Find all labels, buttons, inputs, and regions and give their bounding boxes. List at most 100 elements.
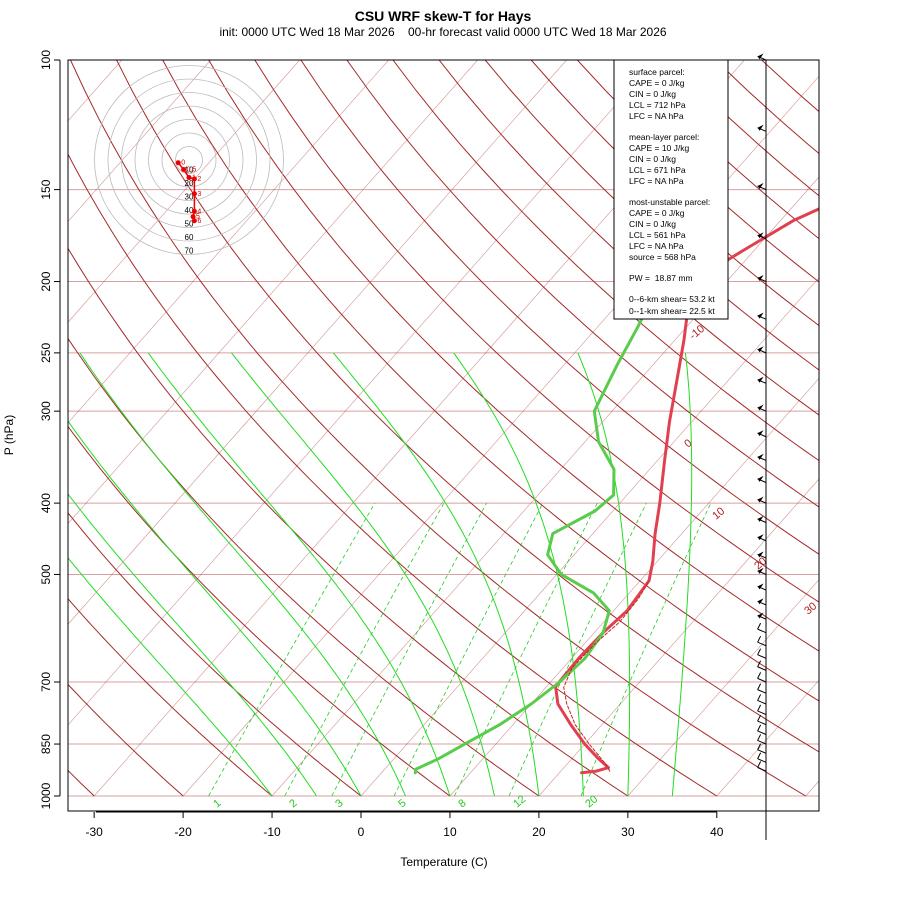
isotherm-line <box>449 377 819 797</box>
wind-barb-shaft <box>757 730 767 735</box>
mixing-ratio-label: 1 <box>211 797 223 810</box>
wind-barb-shaft <box>757 739 767 745</box>
wind-barb-flag <box>757 583 764 590</box>
isotherm-label: 50 <box>822 773 839 790</box>
hodograph-point <box>175 160 181 166</box>
y-tick-label: 850 <box>39 734 53 754</box>
y-tick-label: 500 <box>39 564 53 584</box>
hodograph-height-label: 5 <box>196 214 200 221</box>
dry-adiabat <box>68 598 273 797</box>
stats-mu-source: source = 568 hPa <box>629 252 696 262</box>
dry-adiabat <box>68 153 718 797</box>
wind-barb-feather <box>757 683 762 690</box>
hodograph-ring-label: 10 <box>185 166 194 175</box>
wind-barb-shaft <box>757 689 767 694</box>
dry-adiabat <box>162 60 819 702</box>
hodograph-ring-label: 50 <box>185 220 194 229</box>
wind-barb <box>757 683 767 694</box>
wind-barb <box>757 124 767 132</box>
chart-subtitle: init: 0000 UTC Wed 18 Mar 2026 00-hr for… <box>219 25 666 39</box>
stats-ml-lcl: LCL = 671 hPa <box>629 165 686 175</box>
stats-pw: PW = 18.87 mm <box>629 273 693 283</box>
hodograph-ring-label: 30 <box>185 193 194 202</box>
moist-adiabat <box>333 352 540 797</box>
dry-adiabat <box>484 60 819 371</box>
hodograph-ring-label: 40 <box>185 206 194 215</box>
wind-barb-flag <box>757 612 764 619</box>
wind-barb <box>757 274 767 283</box>
wind-barb <box>757 648 767 659</box>
stats-ml-lfc: LFC = NA hPa <box>629 176 684 186</box>
hodograph-ring <box>161 132 217 188</box>
wind-barb-feather <box>757 734 762 741</box>
stats-ml-cin: CIN = 0 J/kg <box>629 154 676 164</box>
moist-adiabat <box>79 352 406 797</box>
stats-surface-lfc: LFC = NA hPa <box>629 111 684 121</box>
wind-barb-shaft <box>757 628 767 634</box>
moist-adiabat <box>68 557 273 797</box>
moist-adiabat <box>231 352 495 797</box>
wind-barb-shaft <box>757 699 767 705</box>
isotherm-line <box>538 478 819 797</box>
isotherm-label: 0 <box>682 437 694 450</box>
isotherm-label: 40 <box>822 673 839 690</box>
hodograph-ring <box>175 146 203 174</box>
wind-barb <box>757 232 767 240</box>
hodograph-point <box>191 176 197 182</box>
isotherm-line <box>271 176 819 797</box>
wind-barb <box>757 430 767 438</box>
stats-ml-header: mean-layer parcel: <box>629 132 699 142</box>
wind-barb <box>757 612 767 620</box>
chart-title: CSU WRF skew-T for Hays <box>355 8 532 24</box>
wind-barb-shaft <box>757 641 767 647</box>
wind-barb <box>757 346 767 354</box>
wind-barb <box>757 567 767 575</box>
hodograph-height-label: 6 <box>197 218 201 225</box>
y-tick-label: 700 <box>39 672 53 692</box>
wind-barb-shaft <box>757 749 767 754</box>
wind-barb-flag <box>757 515 764 522</box>
dry-adiabat <box>438 60 819 416</box>
hodograph-ring <box>134 105 244 215</box>
wind-barb-flag <box>757 312 764 319</box>
wind-barb <box>757 761 767 772</box>
wind-barb <box>757 734 767 745</box>
isotherm-line <box>68 60 300 323</box>
dry-adiabat <box>116 60 819 753</box>
wind-barb <box>757 694 767 705</box>
hodograph-ring-label: 20 <box>185 179 194 188</box>
wind-barb-flag <box>757 376 764 383</box>
wind-barb-feather <box>757 714 762 722</box>
x-tick-label: -10 <box>263 825 281 839</box>
hodograph-height-label: 3 <box>197 191 201 198</box>
temperature-line <box>554 207 819 775</box>
wind-barb <box>757 376 767 384</box>
isotherm-line <box>182 75 819 797</box>
wind-barb-flag <box>757 232 764 239</box>
y-tick-label: 400 <box>39 493 53 513</box>
wind-barb <box>757 622 767 634</box>
dry-adiabat <box>346 60 819 508</box>
dry-adiabat <box>715 60 819 155</box>
wind-barb-flag <box>757 598 764 605</box>
wind-barb <box>757 475 767 483</box>
wind-barb-flag <box>757 124 764 131</box>
wind-barb-shaft <box>757 677 767 683</box>
wind-barb-shaft <box>757 767 767 772</box>
wind-barb <box>757 312 767 320</box>
wind-barb-feather <box>757 724 762 732</box>
y-tick-label: 250 <box>39 343 53 363</box>
isotherm-line <box>627 579 819 797</box>
mixing-ratio-line <box>508 502 647 797</box>
y-tick-label: 100 <box>39 50 53 70</box>
wind-barb-shaft <box>757 720 767 726</box>
mixing-ratio-line <box>284 502 445 797</box>
wind-barb <box>757 724 767 735</box>
wind-barb-flag <box>757 475 764 482</box>
stats-mu-header: most-unstable parcel: <box>629 197 710 207</box>
hodograph-point <box>190 214 196 220</box>
hodograph-point <box>186 175 192 181</box>
